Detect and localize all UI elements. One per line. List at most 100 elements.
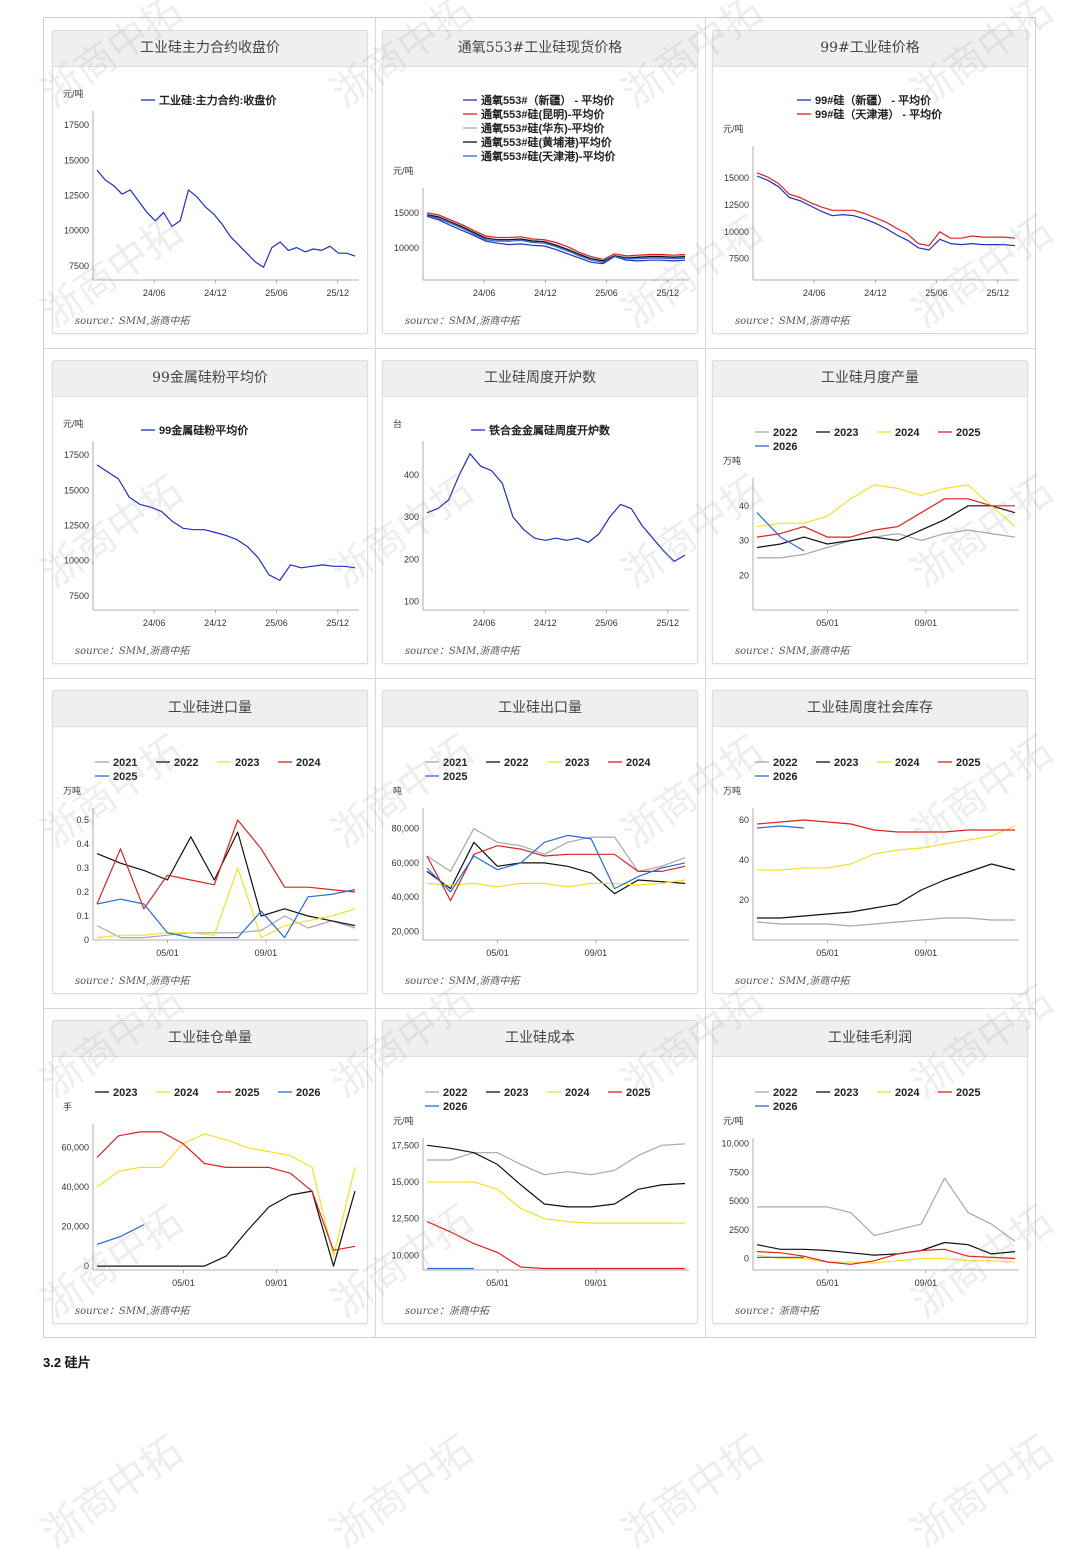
- x-tick-label: 25/06: [265, 618, 288, 628]
- axis-unit-label: 万吨: [63, 785, 81, 796]
- y-tick-label: 15,000: [391, 1177, 419, 1187]
- y-tick-label: 30: [739, 536, 749, 546]
- line-chart: 2022 2023 2024 2025 2026 万吨 60 40 20 05/01 09/01: [723, 757, 1019, 958]
- x-tick-label: 25/06: [265, 288, 288, 298]
- x-tick-label: 24/12: [204, 618, 227, 628]
- chart-title: 工业硅周度开炉数: [383, 361, 697, 397]
- legend-label: 99#硅（新疆） - 平均价: [815, 93, 932, 107]
- series-line: [426, 841, 686, 895]
- series-line: [756, 819, 1015, 833]
- line-chart: 99金属硅粉平均价 元/吨 17500 15000 12500 10000 7500 24/0…: [63, 418, 359, 628]
- y-tick-label: 0.5: [76, 815, 89, 825]
- grid-divider: [44, 1008, 1035, 1009]
- legend-entry: 2026: [755, 441, 797, 453]
- axis-unit-label: 万吨: [723, 455, 741, 466]
- chart-panel: 工业硅周度社会库存 2022 2023 2024 2025 2026 万吨 60 40 20 05/…: [712, 690, 1028, 994]
- y-tick-label: 2500: [729, 1225, 749, 1235]
- x-tick-label: 25/06: [595, 288, 618, 298]
- watermark: 浙商中拓: [903, 1427, 1062, 1558]
- x-tick-label: 24/06: [143, 288, 166, 298]
- series-line: [756, 172, 1016, 247]
- chart-panel: 工业硅进口量 2021 2022 2023 2024 2025 万吨 0.5 0.4 0.3 0.2…: [52, 690, 368, 994]
- legend-entry: 2023: [816, 427, 858, 439]
- legend-label: 2022: [443, 1087, 467, 1099]
- x-tick-label: 24/12: [864, 288, 887, 298]
- legend-entry: 2025: [938, 1087, 980, 1099]
- legend-entry: 2025: [608, 1087, 650, 1099]
- legend-label: 2021: [443, 757, 467, 769]
- x-tick-label: 25/12: [656, 618, 679, 628]
- x-tick-label: 05/01: [156, 948, 179, 958]
- watermark: 浙商中拓: [323, 1427, 482, 1558]
- series-line: [96, 831, 356, 927]
- source-note: source：SMM,浙商中拓: [405, 646, 520, 657]
- source-note: source：SMM,浙商中拓: [75, 316, 190, 327]
- chart-panel: 工业硅月度产量 2022 2023 2024 2025 2026 万吨 40 30 20 05/01…: [712, 360, 1028, 664]
- series-line: [756, 484, 1016, 528]
- legend-label: 2022: [773, 757, 797, 769]
- legend-entry: 2022: [755, 757, 797, 769]
- legend-entry: 2023: [816, 1087, 858, 1099]
- axis-unit-label: 元/吨: [393, 165, 414, 176]
- legend-entry: 2024: [877, 427, 920, 439]
- y-tick-label: 7500: [69, 591, 89, 601]
- y-tick-label: 15000: [394, 208, 419, 218]
- legend-entry: 2023: [486, 1087, 528, 1099]
- legend-entry: 2026: [278, 1087, 320, 1099]
- y-tick-label: 12,500: [391, 1214, 419, 1224]
- legend-label: 2024: [895, 427, 920, 439]
- legend-label: 2024: [895, 757, 920, 769]
- y-tick-label: 60,000: [391, 858, 419, 868]
- legend-entry: 99#硅（新疆） - 平均价: [797, 93, 932, 107]
- y-tick-label: 12500: [64, 521, 89, 531]
- chart-title: 工业硅毛利润: [713, 1021, 1027, 1057]
- source-note: source：SMM,浙商中拓: [405, 976, 520, 987]
- legend-label: 2023: [834, 757, 858, 769]
- y-tick-label: 0: [84, 935, 89, 945]
- legend-label: 2025: [443, 771, 467, 783]
- chart-title: 工业硅仓单量: [53, 1021, 367, 1057]
- series-line: [757, 529, 1016, 559]
- y-tick-label: 10000: [394, 243, 419, 253]
- y-tick-label: 10000: [724, 227, 749, 237]
- chart-title: 通氧553#工业硅现货价格: [383, 31, 697, 67]
- line-chart: 2022 2023 2024 2025 2026 万吨 40 30 20 05/01 09/01: [723, 427, 1019, 628]
- series-line: [426, 827, 686, 872]
- x-tick-label: 24/12: [534, 288, 557, 298]
- series-line: [426, 834, 686, 893]
- legend-entry: 铁合金金属硅周度开炉数: [471, 423, 611, 437]
- y-tick-label: 80,000: [391, 824, 419, 834]
- y-tick-label: 10000: [64, 226, 89, 236]
- series-line: [756, 1241, 1016, 1256]
- legend-label: 通氧553#硅(黄埔港)平均价: [481, 135, 613, 149]
- x-tick-label: 09/01: [915, 618, 938, 628]
- legend-label: 通氧553#硅(华东)-平均价: [481, 121, 605, 135]
- legend-entry: 2022: [486, 757, 528, 769]
- series-line: [756, 1254, 1016, 1264]
- x-tick-label: 24/12: [534, 618, 557, 628]
- y-tick-label: 200: [404, 554, 419, 564]
- x-tick-label: 05/01: [486, 948, 509, 958]
- y-tick-label: 0.1: [76, 911, 89, 921]
- legend-label: 2023: [235, 757, 259, 769]
- watermark: 浙商中拓: [613, 1427, 772, 1558]
- series-line: [426, 1221, 685, 1270]
- series-line: [426, 213, 686, 261]
- x-tick-label: 24/06: [473, 288, 496, 298]
- grid-divider: [705, 18, 706, 1337]
- legend-label: 2023: [834, 1087, 858, 1099]
- legend-label: 2026: [773, 1101, 797, 1113]
- series-line: [96, 1131, 356, 1251]
- x-tick-label: 09/01: [265, 1278, 288, 1288]
- source-note: source：浙商中拓: [405, 1306, 489, 1317]
- chart-panel: 工业硅成本 2022 2023 2024 2025 2026 元/吨 17,500 15,000…: [382, 1020, 698, 1324]
- legend-entry: 通氧553#（新疆） - 平均价: [463, 93, 615, 107]
- x-tick-label: 09/01: [585, 948, 608, 958]
- x-tick-label: 09/01: [915, 948, 938, 958]
- chart-title: 工业硅成本: [383, 1021, 697, 1057]
- line-chart: 通氧553#（新疆） - 平均价通氧553#硅(昆明)-平均价通氧553#硅(华…: [393, 93, 689, 298]
- legend-entry: 2022: [425, 1087, 467, 1099]
- legend-label: 2026: [773, 771, 797, 783]
- legend-label: 铁合金金属硅周度开炉数: [489, 423, 611, 437]
